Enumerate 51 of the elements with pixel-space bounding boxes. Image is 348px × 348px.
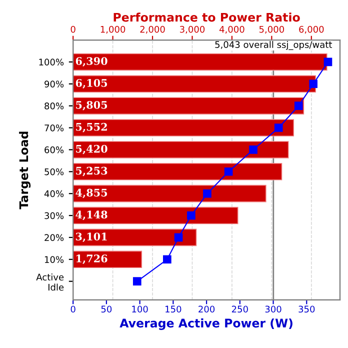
y-tick-label: Active Idle <box>36 274 64 291</box>
x2-tick-label: 2,000 <box>140 26 165 34</box>
y-tick-label: 30% <box>44 212 64 220</box>
point <box>187 211 196 220</box>
y-tick-label: 90% <box>44 80 64 88</box>
data-label: 5,552 <box>76 122 107 132</box>
y-tick-label: 70% <box>44 124 64 132</box>
x-tick-label: 350 <box>298 306 315 313</box>
x-tick-label: 200 <box>198 306 215 313</box>
y-tick-label: 20% <box>44 234 64 242</box>
point <box>224 167 233 176</box>
point <box>274 124 283 132</box>
data-label: 3,101 <box>76 232 107 242</box>
data-label: 4,148 <box>76 210 108 220</box>
point <box>203 189 212 198</box>
x2-tick-label: 5,000 <box>259 26 284 34</box>
point <box>309 80 318 88</box>
y-axis-title: Target Load <box>19 132 31 210</box>
data-label: 1,726 <box>76 254 108 264</box>
data-label: 6,390 <box>76 57 108 67</box>
x-axis-title: Average Active Power (W) <box>120 318 292 330</box>
y-tick-label: 40% <box>44 190 64 198</box>
x2-axis-title: Performance to Power Ratio <box>114 12 300 22</box>
data-label: 4,855 <box>76 188 108 198</box>
data-label: 5,420 <box>76 144 108 154</box>
ref-line-label: 5,043 overall ssj_ops/watt <box>215 41 332 50</box>
y-tick-label: 10% <box>44 256 64 263</box>
y-tick-label: 80% <box>44 102 64 110</box>
x2-tick-label: 0 <box>70 26 76 33</box>
y-tick-label: 50% <box>44 168 64 176</box>
x-tick-label: 150 <box>166 306 182 313</box>
x-tick-label: 100 <box>132 306 148 313</box>
x-tick-label: 50 <box>101 306 112 313</box>
y-tick-label: 60% <box>44 146 64 154</box>
data-label: 5,805 <box>76 100 108 110</box>
data-label: 5,253 <box>76 166 108 176</box>
data-label: 6,105 <box>76 79 108 88</box>
point <box>163 255 172 264</box>
y-tick-label: 100% <box>39 58 64 66</box>
point <box>249 146 258 154</box>
point <box>294 102 303 110</box>
x2-tick-label: 6,000 <box>299 26 324 34</box>
x2-tick-label: 3,000 <box>180 26 205 34</box>
x2-tick-label: 4,000 <box>219 26 244 34</box>
point <box>174 233 183 242</box>
x-tick-label: 250 <box>232 306 248 313</box>
point <box>132 277 142 286</box>
x-tick-label: 0 <box>70 306 76 313</box>
x-tick-label: 300 <box>265 306 282 313</box>
point <box>324 58 332 66</box>
x2-tick-label: 1,000 <box>100 26 126 34</box>
